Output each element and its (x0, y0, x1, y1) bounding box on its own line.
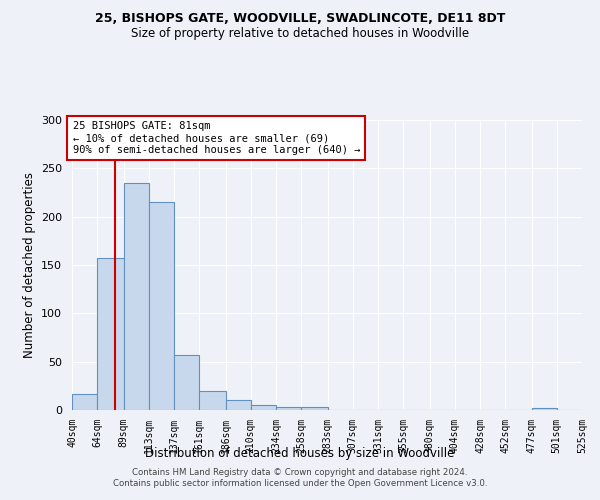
Text: Size of property relative to detached houses in Woodville: Size of property relative to detached ho… (131, 28, 469, 40)
Y-axis label: Number of detached properties: Number of detached properties (23, 172, 35, 358)
Bar (251, 405, 276, 410)
Bar (301, 407, 328, 410)
Bar (532, 408, 557, 410)
Bar (174, 355, 199, 410)
Bar (276, 407, 301, 410)
Text: Contains HM Land Registry data © Crown copyright and database right 2024.
Contai: Contains HM Land Registry data © Crown c… (113, 468, 487, 487)
Text: 25, BISHOPS GATE, WOODVILLE, SWADLINCOTE, DE11 8DT: 25, BISHOPS GATE, WOODVILLE, SWADLINCOTE… (95, 12, 505, 26)
Bar (124, 183, 149, 410)
Bar (199, 390, 226, 410)
Bar (97, 258, 124, 410)
Bar (72, 394, 97, 410)
Bar (149, 202, 174, 410)
Bar (226, 400, 251, 410)
Text: 25 BISHOPS GATE: 81sqm
← 10% of detached houses are smaller (69)
90% of semi-det: 25 BISHOPS GATE: 81sqm ← 10% of detached… (73, 122, 360, 154)
Text: Distribution of detached houses by size in Woodville: Distribution of detached houses by size … (145, 448, 455, 460)
